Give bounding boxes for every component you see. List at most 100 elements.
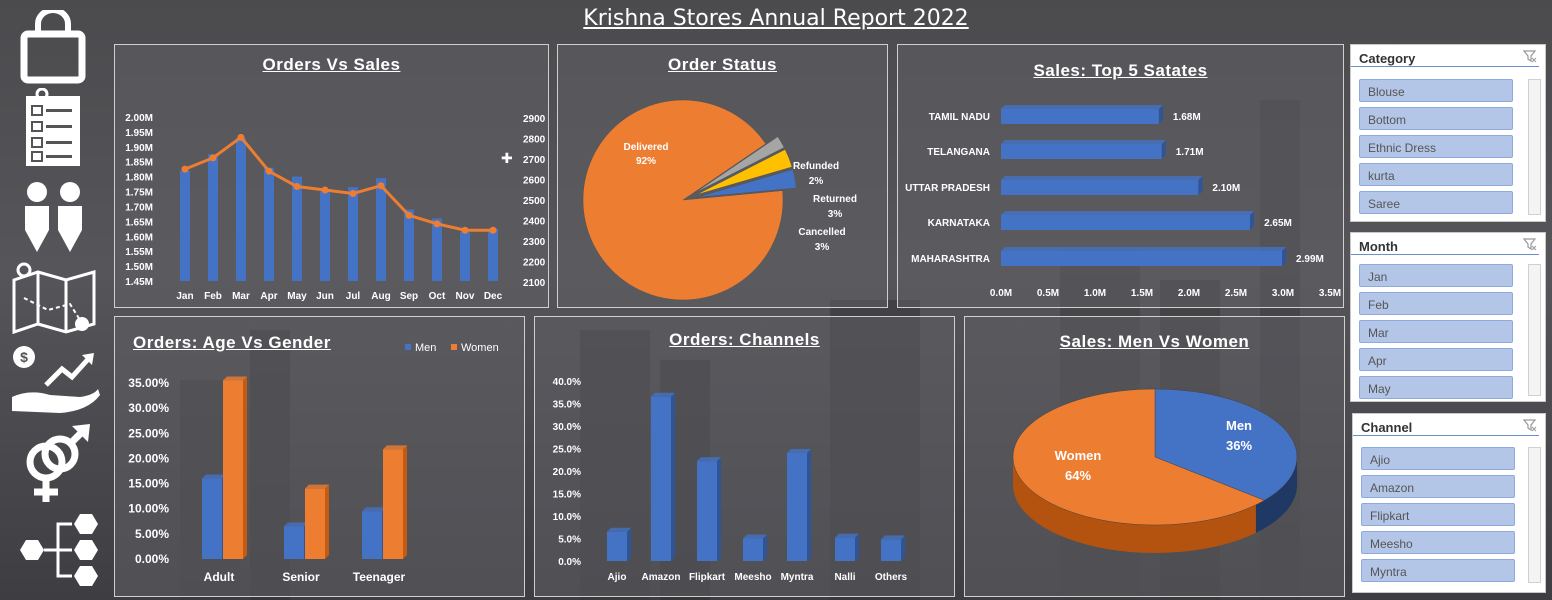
scrollbar[interactable] bbox=[1528, 447, 1541, 583]
y-tick-label: 1.75M bbox=[125, 188, 153, 199]
channel-bar-top bbox=[881, 535, 905, 540]
slicer-item[interactable]: Ethnic Dress bbox=[1359, 135, 1513, 158]
channel-bar-side bbox=[807, 449, 811, 561]
women-bar bbox=[223, 380, 243, 559]
y-tick-label: 1.65M bbox=[125, 217, 153, 228]
women-bar-side bbox=[403, 445, 407, 559]
slicer-item[interactable]: May bbox=[1359, 376, 1513, 399]
slicer-item[interactable]: Saree bbox=[1359, 191, 1513, 214]
y-tick-label: 1.80M bbox=[125, 173, 153, 184]
slicer-item[interactable]: Jan bbox=[1359, 264, 1513, 287]
gender-icon[interactable] bbox=[20, 422, 92, 506]
x-tick-label: Amazon bbox=[642, 572, 681, 583]
x-tick-label: Jun bbox=[316, 291, 334, 302]
scrollbar[interactable] bbox=[1528, 264, 1541, 396]
top-states-panel: Sales: Top 5 Satates TAMIL NADU 1.68M TELA… bbox=[897, 44, 1344, 308]
x-tick-label: May bbox=[287, 291, 307, 302]
y-tick-label: 20.0% bbox=[553, 467, 581, 478]
x-tick-label: 1.5M bbox=[1131, 288, 1153, 299]
sales-bar bbox=[180, 170, 190, 281]
slice-label: Men bbox=[1226, 418, 1252, 433]
money-growth-icon[interactable]: $ bbox=[10, 345, 102, 417]
sales-bar bbox=[292, 176, 302, 281]
y2-tick-label: 2800 bbox=[523, 135, 546, 146]
slicer-item[interactable]: kurta bbox=[1359, 163, 1513, 186]
state-bar-top bbox=[1001, 247, 1287, 251]
women-bar-side bbox=[243, 376, 247, 559]
channel-bar-side bbox=[901, 535, 905, 561]
state-bar bbox=[1001, 109, 1159, 124]
channel-bar-side bbox=[717, 457, 721, 561]
clear-filter-icon[interactable] bbox=[1523, 418, 1537, 432]
slicer-item[interactable]: Myntra bbox=[1361, 559, 1515, 582]
y-tick-label: 10.00% bbox=[128, 502, 169, 516]
month-slicer[interactable]: Month Jan Feb Mar Apr May bbox=[1350, 232, 1546, 402]
report-title: Krishna Stores Annual Report 2022 bbox=[583, 6, 969, 31]
channel-bar bbox=[743, 538, 763, 561]
state-bar-top bbox=[1001, 176, 1203, 180]
slicer-item[interactable]: Ajio bbox=[1361, 447, 1515, 470]
x-tick-label: Mar bbox=[232, 291, 250, 302]
map-icon[interactable] bbox=[8, 262, 100, 336]
slicer-item[interactable]: Amazon bbox=[1361, 475, 1515, 498]
pie-side bbox=[1013, 457, 1256, 553]
x-tick-label: 3.0M bbox=[1272, 288, 1294, 299]
y2-tick-label: 2300 bbox=[523, 237, 546, 248]
y2-tick-label: 2100 bbox=[523, 278, 546, 289]
x-tick-label: Ajio bbox=[608, 572, 627, 583]
panel-title: Orders: Channels bbox=[669, 330, 820, 349]
checklist-icon[interactable] bbox=[22, 88, 84, 168]
channel-bar bbox=[697, 461, 717, 561]
slicer-item[interactable]: Feb bbox=[1359, 292, 1513, 315]
slicer-item[interactable]: Apr bbox=[1359, 348, 1513, 371]
y-tick-label: 1.55M bbox=[125, 247, 153, 258]
clear-filter-icon[interactable] bbox=[1523, 49, 1537, 63]
x-tick-label: Meesho bbox=[734, 572, 771, 583]
value-label: 2.65M bbox=[1264, 218, 1292, 229]
legend-swatch bbox=[405, 344, 411, 350]
y-tick-label: 1.45M bbox=[125, 277, 153, 288]
slice-value: 64% bbox=[1065, 468, 1091, 483]
x-tick-label: Jan bbox=[176, 291, 193, 302]
state-bar-top bbox=[1001, 211, 1255, 215]
y2-tick-label: 2700 bbox=[523, 155, 546, 166]
y2-tick-label: 2600 bbox=[523, 176, 546, 187]
state-bar bbox=[1001, 251, 1283, 266]
slicer-item[interactable]: Meesho bbox=[1361, 531, 1515, 554]
slicer-item[interactable]: Flipkart bbox=[1361, 503, 1515, 526]
state-bar-side bbox=[1250, 211, 1255, 230]
category-slicer[interactable]: Category Blouse Bottom Ethnic Dress kurt… bbox=[1350, 44, 1546, 222]
channel-bar bbox=[607, 531, 627, 561]
panel-title: Sales: Top 5 Satates bbox=[1033, 61, 1208, 80]
slice-value: 3% bbox=[828, 209, 843, 220]
channel-slicer[interactable]: Channel Ajio Amazon Flipkart Meesho Mynt… bbox=[1352, 413, 1546, 593]
orders-point bbox=[377, 182, 385, 190]
channel-bar-top bbox=[607, 527, 631, 532]
shopping-bag-icon[interactable] bbox=[18, 10, 88, 84]
channel-bar-top bbox=[787, 449, 811, 453]
clear-filter-icon[interactable] bbox=[1523, 237, 1537, 251]
panel-title: Orders Vs Sales bbox=[262, 55, 401, 74]
sales-bar bbox=[432, 218, 442, 281]
pie-slice bbox=[694, 136, 785, 194]
y2-tick-label: 2500 bbox=[523, 196, 546, 207]
x-tick-label: 3.5M bbox=[1319, 288, 1341, 299]
flowchart-icon[interactable] bbox=[6, 512, 102, 598]
men-bar bbox=[284, 526, 304, 559]
value-label: 1.68M bbox=[1173, 112, 1201, 123]
people-icon[interactable] bbox=[22, 180, 86, 254]
x-tick-label: 0.0M bbox=[990, 288, 1012, 299]
slicer-item[interactable]: Bottom bbox=[1359, 107, 1513, 130]
x-tick-label: 1.0M bbox=[1084, 288, 1106, 299]
slice-label: Returned bbox=[813, 194, 857, 205]
x-tick-label: Feb bbox=[204, 291, 222, 302]
slicer-item[interactable]: Mar bbox=[1359, 320, 1513, 343]
slicer-item[interactable]: Blouse bbox=[1359, 79, 1513, 102]
scrollbar[interactable] bbox=[1528, 79, 1541, 215]
orders-point bbox=[181, 165, 189, 173]
panel-title: Orders: Age Vs Gender bbox=[133, 333, 331, 352]
slice-value: 2% bbox=[809, 176, 824, 187]
men-bar-top bbox=[202, 474, 226, 479]
x-tick-label: Teenager bbox=[353, 570, 406, 584]
y-tick-label: 15.00% bbox=[128, 477, 169, 491]
